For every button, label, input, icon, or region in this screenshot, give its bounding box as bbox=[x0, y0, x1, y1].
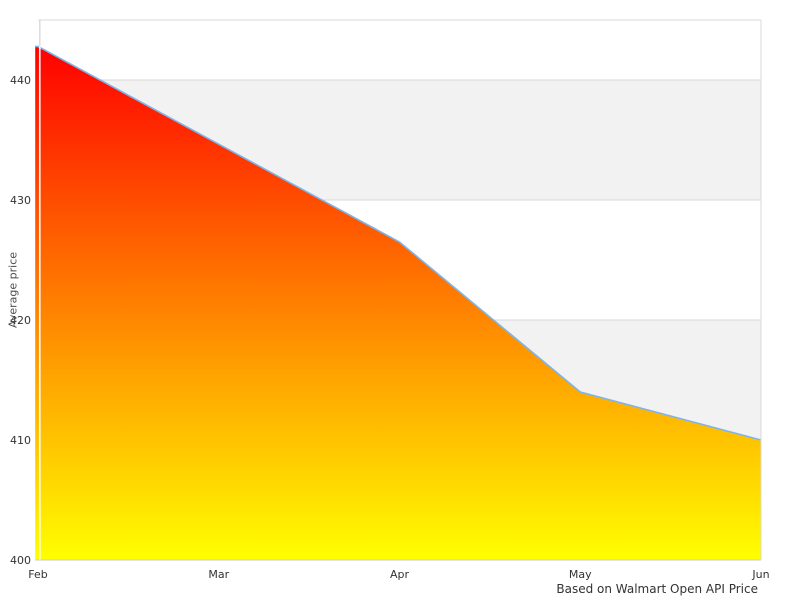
y-axis-tick-labels: 400 410 420 430 440 bbox=[10, 74, 31, 567]
x-tick-label: May bbox=[569, 568, 592, 581]
x-tick-label: Jun bbox=[751, 568, 769, 581]
x-tick-label: Apr bbox=[390, 568, 410, 581]
y-tick-label: 440 bbox=[10, 74, 31, 87]
y-axis-title: Average price bbox=[6, 251, 20, 329]
y-tick-label: 420 bbox=[10, 314, 31, 327]
area-fill bbox=[35, 46, 761, 560]
x-tick-label: Mar bbox=[208, 568, 229, 581]
plot-borders bbox=[35, 19, 762, 561]
price-area-series bbox=[35, 20, 762, 560]
y-tick-label: 430 bbox=[10, 194, 31, 207]
x-tick-label: Feb bbox=[28, 568, 47, 581]
x-axis-tick-labels: Feb Mar Apr May Jun bbox=[28, 568, 769, 581]
y-tick-label: 410 bbox=[10, 434, 31, 447]
series-line bbox=[35, 45, 762, 441]
y-tick-label: 400 bbox=[10, 554, 31, 567]
chart-caption: Based on Walmart Open API Price bbox=[556, 582, 758, 596]
